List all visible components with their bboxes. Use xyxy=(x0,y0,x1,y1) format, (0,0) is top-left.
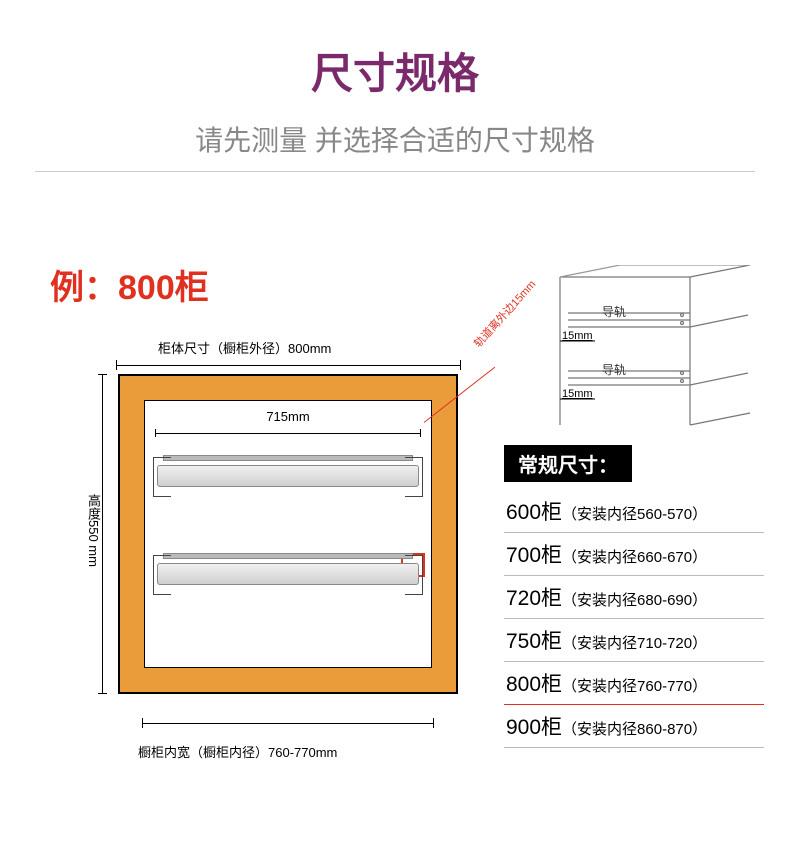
outer-width-label: 柜体尺寸（橱柜外径）800mm xyxy=(158,338,331,357)
size-table-header: 常规尺寸： xyxy=(504,445,632,482)
page-title: 尺寸规格 xyxy=(0,40,790,101)
size-table: 常规尺寸： 600柜（安装内径560-570）700柜（安装内径660-670）… xyxy=(504,445,764,748)
bottom-dim-bar xyxy=(142,718,434,728)
height-dim: 高度550 mm xyxy=(88,374,108,694)
rail-bar xyxy=(163,553,413,559)
cabinet-iso-diagram: 导轨 15mm 导轨 15mm xyxy=(540,265,760,430)
rail-bracket-right xyxy=(405,457,423,497)
bottom-width-label: 橱柜内宽（橱柜内径）760-770mm xyxy=(138,742,337,761)
outer-width-dim-bar xyxy=(116,360,461,370)
size-row: 600柜（安装内径560-570） xyxy=(504,490,764,533)
rail-bracket-left xyxy=(153,555,171,595)
page-subtitle: 请先测量 并选择合适的尺寸规格 xyxy=(0,119,790,159)
rail-body xyxy=(157,465,419,487)
size-row: 800柜（安装内径760-770） xyxy=(504,662,764,705)
iso-rail-label-1: 导轨 xyxy=(602,305,626,319)
iso-svg: 导轨 15mm 导轨 15mm xyxy=(540,265,760,430)
size-row-cab: 600柜 xyxy=(506,501,562,524)
cabinet-front-diagram: 柜体尺寸（橱柜外径）800mm 高度550 mm 715mm 轨道离外边 xyxy=(48,340,468,780)
rail-bracket-right xyxy=(405,555,423,595)
example-label: 例：800柜 xyxy=(50,260,209,309)
size-row-detail: （安装内径710-720） xyxy=(562,635,707,652)
rail-bar xyxy=(163,455,413,461)
cabinet-inner: 715mm xyxy=(144,400,432,668)
iso-rail-label-2: 导轨 xyxy=(602,363,626,377)
height-label: 高度550 mm xyxy=(84,494,103,567)
rail-upper xyxy=(157,453,419,501)
size-row: 700柜（安装内径660-670） xyxy=(504,533,764,576)
size-row-cab: 720柜 xyxy=(506,587,562,610)
size-row-detail: （安装内径860-870） xyxy=(562,721,707,738)
size-row-detail: （安装内径680-690） xyxy=(562,592,707,609)
size-row: 900柜（安装内径860-870） xyxy=(504,705,764,748)
cabinet-frame: 715mm xyxy=(118,374,458,694)
size-row-detail: （安装内径660-670） xyxy=(562,549,707,566)
size-row-cab: 700柜 xyxy=(506,544,562,567)
iso-gap-label-2: 15mm xyxy=(562,388,593,400)
size-row-cab: 750柜 xyxy=(506,630,562,653)
rail-bracket-left xyxy=(153,457,171,497)
size-row: 750柜（安装内径710-720） xyxy=(504,619,764,662)
divider xyxy=(35,171,755,172)
size-row: 720柜（安装内径680-690） xyxy=(504,576,764,619)
callout-text: 轨道离外边15mm xyxy=(470,276,539,350)
size-row-detail: （安装内径760-770） xyxy=(562,678,707,695)
inner-width-label: 715mm xyxy=(145,409,431,424)
rail-lower xyxy=(157,551,419,599)
size-row-cab: 800柜 xyxy=(506,673,562,696)
inner-width-dim-bar xyxy=(155,429,421,437)
rail-body xyxy=(157,563,419,585)
iso-gap-label-1: 15mm xyxy=(562,330,593,342)
size-row-detail: （安装内径560-570） xyxy=(562,506,707,523)
size-row-cab: 900柜 xyxy=(506,716,562,739)
